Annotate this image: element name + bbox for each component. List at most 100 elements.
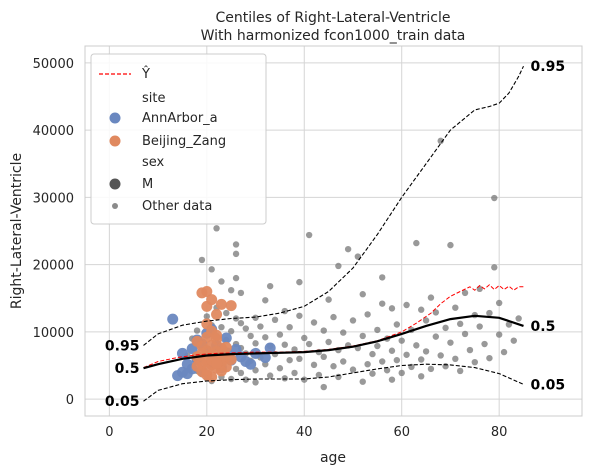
other-data-point — [369, 370, 375, 376]
other-data-point — [321, 327, 327, 333]
other-data-point — [306, 341, 312, 347]
other-data-point — [267, 372, 273, 378]
other-data-point — [447, 242, 453, 248]
centile-label-end: 0.5 — [531, 319, 556, 335]
y-tick-label: 0 — [66, 393, 74, 408]
chart-title-line2: With harmonized fcon1000_train data — [201, 28, 466, 44]
other-data-point — [311, 362, 317, 368]
centile-label-start: 0.05 — [105, 394, 140, 410]
other-data-point — [457, 368, 463, 374]
other-data-point — [233, 251, 239, 257]
other-data-point — [247, 333, 253, 339]
other-data-point — [457, 321, 463, 327]
other-data-point — [428, 294, 434, 300]
chart-title-line1: Centiles of Right-Lateral-Ventricle — [216, 10, 451, 26]
other-data-point — [399, 370, 405, 376]
centile-label-start: 0.95 — [105, 338, 140, 354]
other-data-point — [286, 324, 292, 330]
legend-annarbor-swatch — [110, 113, 121, 124]
other-data-point — [194, 327, 200, 333]
legend-sex-header: sex — [142, 155, 165, 170]
other-data-point — [360, 333, 366, 339]
y-tick-label: 30000 — [33, 191, 74, 206]
other-data-point — [238, 370, 244, 376]
other-data-point — [345, 246, 351, 252]
annarbor-point — [221, 332, 232, 343]
other-data-point — [423, 348, 429, 354]
legend-other-label: Other data — [142, 199, 212, 214]
legend-other-swatch — [112, 203, 118, 209]
legend-beijing-swatch — [110, 136, 121, 147]
other-data-point — [374, 343, 380, 349]
other-data-point — [233, 275, 239, 281]
other-data-point — [272, 317, 278, 323]
legend: Ŷ site AnnArbor_a Beijing_Zang sex M Oth… — [91, 54, 266, 224]
other-data-point — [369, 351, 375, 357]
other-data-point — [374, 327, 380, 333]
other-data-point — [491, 264, 497, 270]
other-data-point — [350, 317, 356, 323]
other-data-point — [515, 315, 521, 321]
beijing-zang-point — [201, 365, 212, 376]
other-data-point — [418, 373, 424, 379]
other-data-point — [340, 358, 346, 364]
other-data-point — [223, 310, 229, 316]
other-data-point — [433, 333, 439, 339]
other-data-point — [296, 279, 302, 285]
other-data-point — [252, 340, 258, 346]
legend-beijing-label: Beijing_Zang — [142, 134, 226, 149]
other-data-point — [277, 365, 283, 371]
x-tick-label: 20 — [199, 425, 216, 440]
other-data-point — [199, 257, 205, 263]
other-data-point — [208, 266, 214, 272]
other-data-point — [296, 313, 302, 319]
other-data-point — [364, 311, 370, 317]
other-data-point — [325, 339, 331, 345]
other-data-point — [399, 337, 405, 343]
other-data-point — [442, 325, 448, 331]
other-data-point — [252, 315, 258, 321]
y-tick-label: 50000 — [33, 57, 74, 72]
other-data-point — [228, 376, 234, 382]
other-data-point — [330, 314, 336, 320]
other-data-point — [501, 349, 507, 355]
beijing-zang-point — [226, 354, 237, 365]
x-axis-label: age — [320, 450, 346, 466]
other-data-point — [379, 274, 385, 280]
other-data-point — [389, 305, 395, 311]
beijing-zang-point — [211, 330, 222, 341]
annarbor-point — [245, 359, 256, 370]
other-data-point — [213, 225, 219, 231]
beijing-zang-point — [226, 300, 237, 311]
other-data-point — [321, 354, 327, 360]
annarbor-point — [182, 368, 193, 379]
legend-site-header: site — [142, 91, 165, 106]
centile-label-end: 0.05 — [531, 377, 566, 393]
other-data-point — [286, 357, 292, 363]
other-data-point — [350, 366, 356, 372]
centile-label-start: 0.5 — [115, 361, 140, 377]
other-data-point — [403, 302, 409, 308]
other-data-point — [403, 352, 409, 358]
other-data-point — [296, 356, 302, 362]
other-data-point — [496, 300, 502, 306]
other-data-point — [262, 297, 268, 303]
y-tick-label: 10000 — [33, 326, 74, 341]
other-data-point — [462, 331, 468, 337]
beijing-zang-point — [201, 318, 212, 329]
y-tick-label: 40000 — [33, 124, 74, 139]
annarbor-point — [167, 314, 178, 325]
other-data-point — [257, 323, 263, 329]
other-data-point — [267, 283, 273, 289]
other-data-point — [452, 304, 458, 310]
other-data-point — [291, 370, 297, 376]
other-data-point — [282, 375, 288, 381]
x-tick-label: 60 — [393, 425, 410, 440]
other-data-point — [379, 300, 385, 306]
other-data-point — [282, 341, 288, 347]
other-data-point — [389, 348, 395, 354]
other-data-point — [389, 376, 395, 382]
beijing-zang-point — [211, 309, 222, 320]
other-data-point — [360, 291, 366, 297]
